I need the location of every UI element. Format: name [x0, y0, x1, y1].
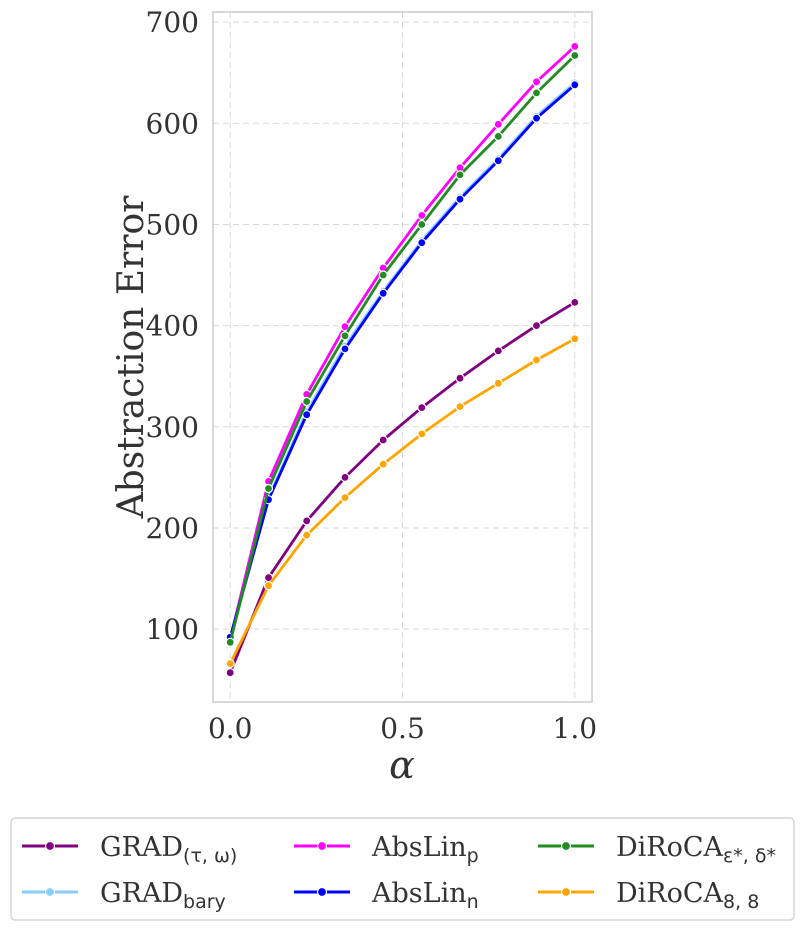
series-point [378, 288, 388, 298]
legend-label-name: AbsLin [371, 878, 467, 909]
series-point [455, 373, 465, 383]
series-point [340, 493, 350, 503]
x-tick-label: 0.0 [208, 712, 253, 745]
series-point [378, 459, 388, 469]
series-point [263, 483, 274, 494]
legend: GRAD(τ, ω)GRADbaryAbsLinpAbsLinnDiRoCAε*… [10, 817, 795, 921]
series-point [570, 334, 580, 344]
legend-entry: GRAD(τ, ω) [22, 832, 237, 867]
y-tick-label: 700 [146, 6, 199, 39]
series-point [225, 658, 235, 669]
legend-label-name: GRAD [100, 878, 183, 909]
legend-frame [10, 817, 795, 921]
series-point [225, 668, 235, 678]
series-point [493, 131, 503, 141]
series-point [302, 530, 312, 540]
series-point [493, 378, 503, 388]
legend-label: DiRoCAε*, δ* [616, 832, 776, 867]
legend-label: DiRoCA8, 8 [616, 878, 759, 913]
x-tick-label: 1.0 [553, 712, 598, 745]
series-point [493, 346, 503, 356]
series-point [340, 344, 350, 354]
legend-label: AbsLinn [371, 878, 479, 913]
series-lines [225, 41, 580, 678]
y-tick-label: 400 [146, 310, 199, 343]
series-point [531, 77, 542, 87]
legend-swatch-marker [316, 886, 328, 898]
series-point [531, 355, 542, 365]
legend-label: AbsLinp [371, 832, 479, 867]
legend-label-subscript: ε*, δ* [723, 845, 776, 867]
series-0 [225, 297, 580, 678]
y-tick-label: 100 [146, 613, 199, 646]
axis-ticks: 100 200 300 400 500 600 700 0.0 0.5 1.0 [146, 6, 597, 745]
legend-label-name: AbsLin [371, 832, 467, 863]
series-line [228, 300, 577, 675]
series-point [340, 331, 350, 341]
x-tick-label: 0.5 [380, 712, 425, 745]
series-4 [225, 50, 580, 647]
series-point [455, 194, 465, 204]
series-point [417, 429, 427, 439]
y-tick-label: 200 [146, 512, 199, 545]
series-5 [225, 334, 580, 669]
legend-label-subscript: 8, 8 [723, 891, 759, 913]
series-point [493, 156, 503, 166]
series-point [263, 581, 274, 591]
series-point [225, 637, 235, 647]
y-tick-label: 500 [146, 208, 199, 241]
series-point [531, 113, 542, 123]
legend-label-name: DiRoCA [616, 832, 724, 863]
series-point [570, 80, 580, 90]
legend-label-name: DiRoCA [616, 878, 724, 909]
series-line [228, 54, 577, 644]
series-point [570, 297, 580, 307]
y-tick-label: 600 [146, 107, 199, 140]
legend-entry: DiRoCAε*, δ* [538, 832, 776, 867]
series-point [417, 219, 427, 230]
series-point [302, 516, 312, 526]
x-axis-label: α [389, 743, 415, 787]
series-point [378, 435, 388, 445]
series-line [228, 337, 577, 665]
legend-label-subscript: bary [183, 891, 226, 913]
series-point [417, 238, 427, 248]
legend-entry: AbsLinn [294, 878, 479, 913]
legend-swatch-marker [44, 840, 56, 852]
legend-label-name: GRAD [100, 832, 183, 863]
series-point [493, 119, 503, 129]
series-point [417, 403, 427, 413]
legend-label-subscript: n [467, 891, 479, 913]
legend-label-subscript: p [467, 845, 479, 867]
series-point [340, 472, 350, 482]
y-axis-label: Abstraction Error [111, 195, 152, 519]
legend-swatch-marker [560, 840, 572, 852]
series-point [570, 50, 580, 61]
legend-entry: DiRoCA8, 8 [538, 878, 759, 913]
series-line [228, 83, 577, 639]
series-point [417, 210, 427, 220]
series-line [228, 45, 577, 641]
series-point [302, 410, 312, 420]
series-point [531, 88, 542, 98]
grid-lines [213, 12, 592, 702]
legend-swatch-marker [316, 840, 328, 852]
legend-label: GRAD(τ, ω) [100, 832, 237, 867]
series-point [340, 322, 350, 332]
series-point [302, 396, 312, 407]
series-point [455, 170, 465, 180]
legend-entry: AbsLinp [294, 832, 479, 867]
legend-swatch-marker [560, 886, 572, 898]
series-point [378, 270, 388, 280]
plot-frame [212, 11, 593, 703]
legend-label-subscript: (τ, ω) [183, 845, 237, 867]
legend-swatch-marker [44, 886, 56, 898]
y-tick-label: 300 [146, 411, 199, 444]
series-point [570, 41, 580, 52]
series-point [455, 402, 465, 412]
legend-entry: GRADbary [22, 878, 226, 913]
legend-label: GRADbary [100, 878, 226, 913]
series-point [531, 321, 542, 331]
